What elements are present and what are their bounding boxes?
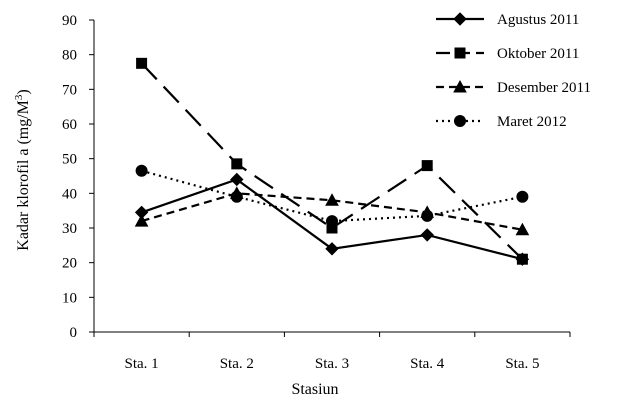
series-maret-2012: [135, 164, 529, 228]
x-tick-label: Sta. 5: [505, 356, 539, 372]
legend-marker: [454, 115, 466, 127]
legend: Agustus 2011 Oktober 2011 Desember 2011 Mar…: [436, 12, 591, 130]
x-tick-label: Sta. 4: [410, 356, 445, 372]
legend-item: Oktober 2011: [436, 46, 579, 62]
series-lines: [134, 57, 530, 266]
y-tick-label: 60: [62, 117, 77, 133]
y-tick-label: 50: [62, 152, 77, 168]
y-tick-label: 20: [62, 256, 77, 272]
axes: [93, 20, 570, 333]
y-axis-title-main: Kadar klorofil a (mg/M: [15, 100, 32, 251]
y-axis-ticks: 0 10 20 30 40 50 60 70 80 90: [62, 13, 94, 341]
data-point: [325, 193, 339, 206]
legend-item: Desember 2011: [436, 79, 591, 96]
legend-marker: [453, 79, 467, 93]
data-point: [326, 215, 338, 228]
y-tick-label: 10: [62, 290, 77, 306]
legend-item: Agustus 2011: [436, 12, 579, 28]
x-tick-label: Sta. 3: [315, 356, 349, 372]
data-point: [516, 190, 529, 203]
y-tick-label: 30: [62, 221, 77, 237]
y-axis-title-suffix: ): [15, 89, 32, 94]
legend-item: Maret 2012: [436, 114, 567, 130]
data-point: [515, 222, 530, 236]
series-oktober-2011: [136, 57, 528, 265]
legend-label: Maret 2012: [497, 114, 567, 130]
series-line: [141, 192, 523, 231]
y-tick-label: 80: [62, 48, 77, 64]
x-axis-ticks: Sta. 1 Sta. 2 Sta. 3 Sta. 4 Sta. 5: [93, 332, 571, 372]
x-tick-label: Sta. 2: [220, 356, 254, 372]
data-point: [325, 242, 339, 256]
y-axis-title-superscript: 3: [13, 94, 25, 100]
data-point: [135, 164, 148, 177]
data-point: [420, 228, 434, 242]
y-tick-label: 90: [62, 13, 77, 29]
legend-label: Oktober 2011: [497, 46, 579, 62]
data-point: [134, 214, 149, 227]
y-tick-label: 40: [62, 186, 77, 202]
legend-label: Desember 2011: [497, 80, 591, 96]
data-point: [421, 160, 433, 172]
legend-marker: [453, 12, 467, 26]
data-point: [136, 57, 148, 69]
y-tick-label: 0: [70, 325, 78, 341]
legend-marker: [454, 47, 466, 59]
y-tick-label: 70: [62, 82, 77, 98]
y-axis-title: Kadar klorofil a (mg/M3): [13, 89, 32, 250]
data-point: [231, 158, 243, 170]
series-line: [141, 169, 523, 223]
data-point: [230, 172, 244, 187]
data-point: [421, 209, 434, 222]
data-point: [516, 253, 528, 265]
x-tick-label: Sta. 1: [125, 356, 159, 372]
legend-label: Agustus 2011: [497, 12, 579, 28]
data-point: [230, 190, 243, 203]
x-axis-title: Stasiun: [291, 381, 338, 398]
